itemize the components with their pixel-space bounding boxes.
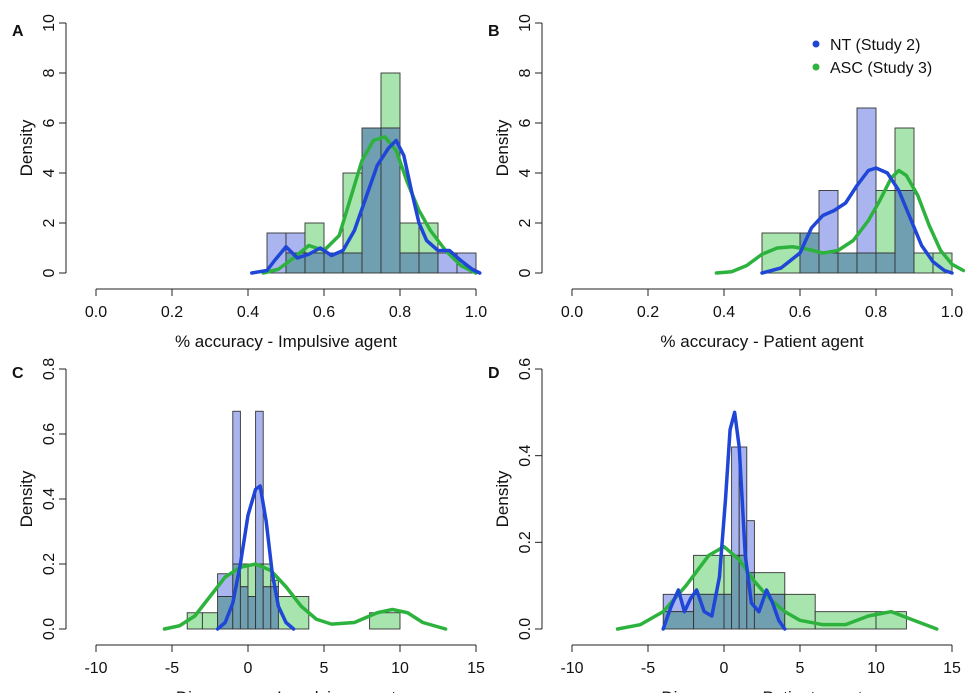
x-tick-label: 0.6 [313,304,335,321]
x-tick-label: 0.0 [561,304,583,321]
y-tick-label: 10 [41,14,58,32]
x-tick-label: 10 [391,660,409,677]
y-tick-label: 0.8 [41,358,58,380]
x-tick-label: 15 [943,660,961,677]
histogram-bar [380,72,401,129]
y-tick-label: 0.2 [41,553,58,575]
x-axis-label: % accuracy - Patient agent [660,332,863,351]
y-axis-label: Density [493,119,512,176]
histogram-bar-overlap [262,586,272,630]
y-tick-label: 8 [517,68,534,77]
panel-a: 0.0 0.2 0.4 0.6 0.8 1.0 % accuracy - Impulsive… [17,14,487,351]
x-tick-label: 1.0 [941,304,963,321]
legend-asc-marker [812,63,820,71]
y-tick-label: 0.4 [517,444,534,466]
histogram-bar-overlap [731,554,740,630]
y-tick-label: 0.6 [517,358,534,380]
histogram-bar-overlap [894,190,915,274]
histogram-bar [232,410,241,565]
histogram-bar [399,222,420,254]
histogram-bar-overlap [418,252,439,274]
y-tick-label: 2 [41,218,58,227]
nt-density-curve [760,166,954,275]
y-tick-label: 0.0 [517,618,534,640]
nt-density-curve [250,138,482,275]
legend-nt-marker [812,40,820,48]
panel-c: -10 -5 0 5 10 15 Divergence - Impulsive agent 0… [17,358,485,693]
panel-a-letter: A [12,23,24,40]
x-tick-label: 0 [244,660,253,677]
histogram-bar [753,572,786,595]
x-tick-label: 0.6 [789,304,811,321]
panel-b: 0.0 0.2 0.4 0.6 0.8 1.0 % accuracy - Patient a… [493,14,966,351]
x-tick-label: -10 [84,660,107,677]
x-tick-label: 5 [796,660,805,677]
legend-nt-label: NT (Study 2) [830,37,920,54]
x-tick-label: -5 [641,660,655,677]
x-axis-label: Divergence - Patient agent [661,688,863,693]
y-tick-label: 0 [517,268,534,277]
x-axis-label: Divergence - Impulsive agent [176,688,396,693]
x-tick-label: -5 [165,660,179,677]
histogram-bar-overlap [818,252,839,274]
x-tick-label: 0.2 [161,304,183,321]
x-axis-label: % accuracy - Impulsive agent [175,332,397,351]
histogram-bar-overlap [723,593,733,630]
y-axis-label: Density [493,470,512,527]
y-tick-label: 10 [517,14,534,32]
histogram-bar-overlap [875,252,896,274]
panel-b-letter: B [488,23,500,40]
y-tick-label: 6 [41,118,58,127]
panel-d: -10 -5 0 5 10 15 Divergence - Patient agent 0.0… [493,358,961,693]
legend-asc-label: ASC (Study 3) [830,60,932,77]
x-tick-label: 0.2 [637,304,659,321]
histogram-bar-overlap [856,252,877,274]
histogram-bar [731,446,740,556]
y-tick-label: 4 [41,168,58,177]
histogram-bar-overlap [342,252,363,274]
asc-density-curve [162,562,448,631]
histogram-bar [247,563,257,597]
x-tick-label: 0.0 [85,304,107,321]
histogram-bar-overlap [247,596,257,630]
y-axis-label: Density [17,119,36,176]
x-tick-label: 5 [320,660,329,677]
nt-density-curve [661,410,787,631]
x-tick-label: 0 [720,660,729,677]
y-tick-label: 2 [517,218,534,227]
x-tick-label: -10 [560,660,583,677]
y-tick-label: 6 [517,118,534,127]
y-axis-label: Density [17,470,36,527]
y-tick-label: 0.0 [41,618,58,640]
x-tick-label: 15 [467,660,485,677]
y-tick-label: 4 [517,168,534,177]
histogram-bar-overlap [380,127,401,274]
histogram-bar-overlap [255,563,264,630]
histogram-bar [201,612,219,630]
legend: NT (Study 2) ASC (Study 3) [812,37,932,77]
x-tick-label: 10 [867,660,885,677]
histogram-bar [818,190,839,254]
histogram-bar-overlap [837,252,858,274]
histogram-bar [723,554,733,595]
x-tick-label: 1.0 [465,304,487,321]
y-tick-label: 0.6 [41,423,58,445]
x-tick-label: 0.4 [713,304,735,321]
panel-d-letter: D [488,365,500,382]
y-tick-label: 0.4 [41,488,58,510]
y-tick-label: 0 [41,268,58,277]
panel-c-letter: C [12,365,24,382]
asc-density-curve [261,135,478,275]
asc-density-curve [714,168,966,275]
x-tick-label: 0.4 [237,304,259,321]
histogram-bar-overlap [399,252,420,274]
y-tick-label: 0.2 [517,531,534,553]
x-tick-label: 0.8 [865,304,887,321]
x-tick-label: 0.8 [389,304,411,321]
histogram-bar-overlap [239,586,249,630]
nt-density-curve [215,484,296,631]
y-tick-label: 8 [41,68,58,77]
